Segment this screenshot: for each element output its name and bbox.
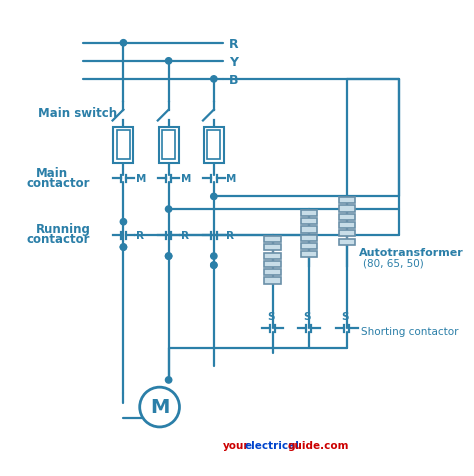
Circle shape xyxy=(120,218,127,225)
Bar xyxy=(159,127,179,163)
Bar xyxy=(208,130,220,159)
Text: R: R xyxy=(181,231,189,241)
Circle shape xyxy=(165,58,172,64)
Bar xyxy=(338,197,355,203)
Text: S: S xyxy=(267,312,274,322)
Text: your: your xyxy=(223,441,249,451)
Bar xyxy=(117,130,130,159)
Bar xyxy=(264,253,281,259)
Bar xyxy=(264,278,281,284)
Text: Main: Main xyxy=(36,167,68,179)
Bar xyxy=(301,210,317,216)
Bar xyxy=(301,251,317,258)
Bar xyxy=(264,244,281,250)
Circle shape xyxy=(165,206,172,212)
Circle shape xyxy=(210,262,217,268)
Circle shape xyxy=(210,193,217,199)
Bar xyxy=(338,230,355,237)
Text: R: R xyxy=(227,231,235,241)
Circle shape xyxy=(140,387,180,427)
Text: S: S xyxy=(341,312,349,322)
Text: (80, 65, 50): (80, 65, 50) xyxy=(363,259,424,269)
Text: M: M xyxy=(181,174,191,184)
Bar xyxy=(204,127,224,163)
Bar xyxy=(338,214,355,220)
Circle shape xyxy=(210,76,217,82)
Text: R: R xyxy=(229,38,239,51)
Bar xyxy=(264,269,281,275)
Bar xyxy=(338,222,355,228)
Text: Autotransformer: Autotransformer xyxy=(358,248,463,258)
Bar xyxy=(264,261,281,267)
Text: Main switch: Main switch xyxy=(37,107,117,120)
Text: R: R xyxy=(136,231,144,241)
Text: Y: Y xyxy=(229,56,238,69)
Bar xyxy=(301,235,317,241)
Text: M: M xyxy=(150,398,169,417)
Circle shape xyxy=(165,377,172,383)
Bar xyxy=(113,127,133,163)
Text: S: S xyxy=(303,312,310,322)
Circle shape xyxy=(120,244,127,250)
Text: contactor: contactor xyxy=(27,178,90,190)
Text: M: M xyxy=(227,174,237,184)
Bar xyxy=(301,218,317,224)
Text: guide.com: guide.com xyxy=(287,441,348,451)
Bar xyxy=(162,130,175,159)
Circle shape xyxy=(165,253,172,259)
Circle shape xyxy=(120,244,127,250)
Bar xyxy=(264,236,281,242)
Text: B: B xyxy=(229,74,239,87)
Circle shape xyxy=(210,253,217,259)
Bar xyxy=(338,238,355,245)
Circle shape xyxy=(165,253,172,259)
Text: M: M xyxy=(136,174,146,184)
Text: contactor: contactor xyxy=(27,233,90,247)
Bar xyxy=(338,205,355,211)
Text: Running: Running xyxy=(36,223,91,236)
Circle shape xyxy=(120,40,127,46)
Text: Shorting contactor: Shorting contactor xyxy=(361,327,459,337)
Circle shape xyxy=(210,262,217,268)
Text: electrical: electrical xyxy=(245,441,300,451)
Bar xyxy=(301,226,317,232)
Bar xyxy=(301,243,317,249)
